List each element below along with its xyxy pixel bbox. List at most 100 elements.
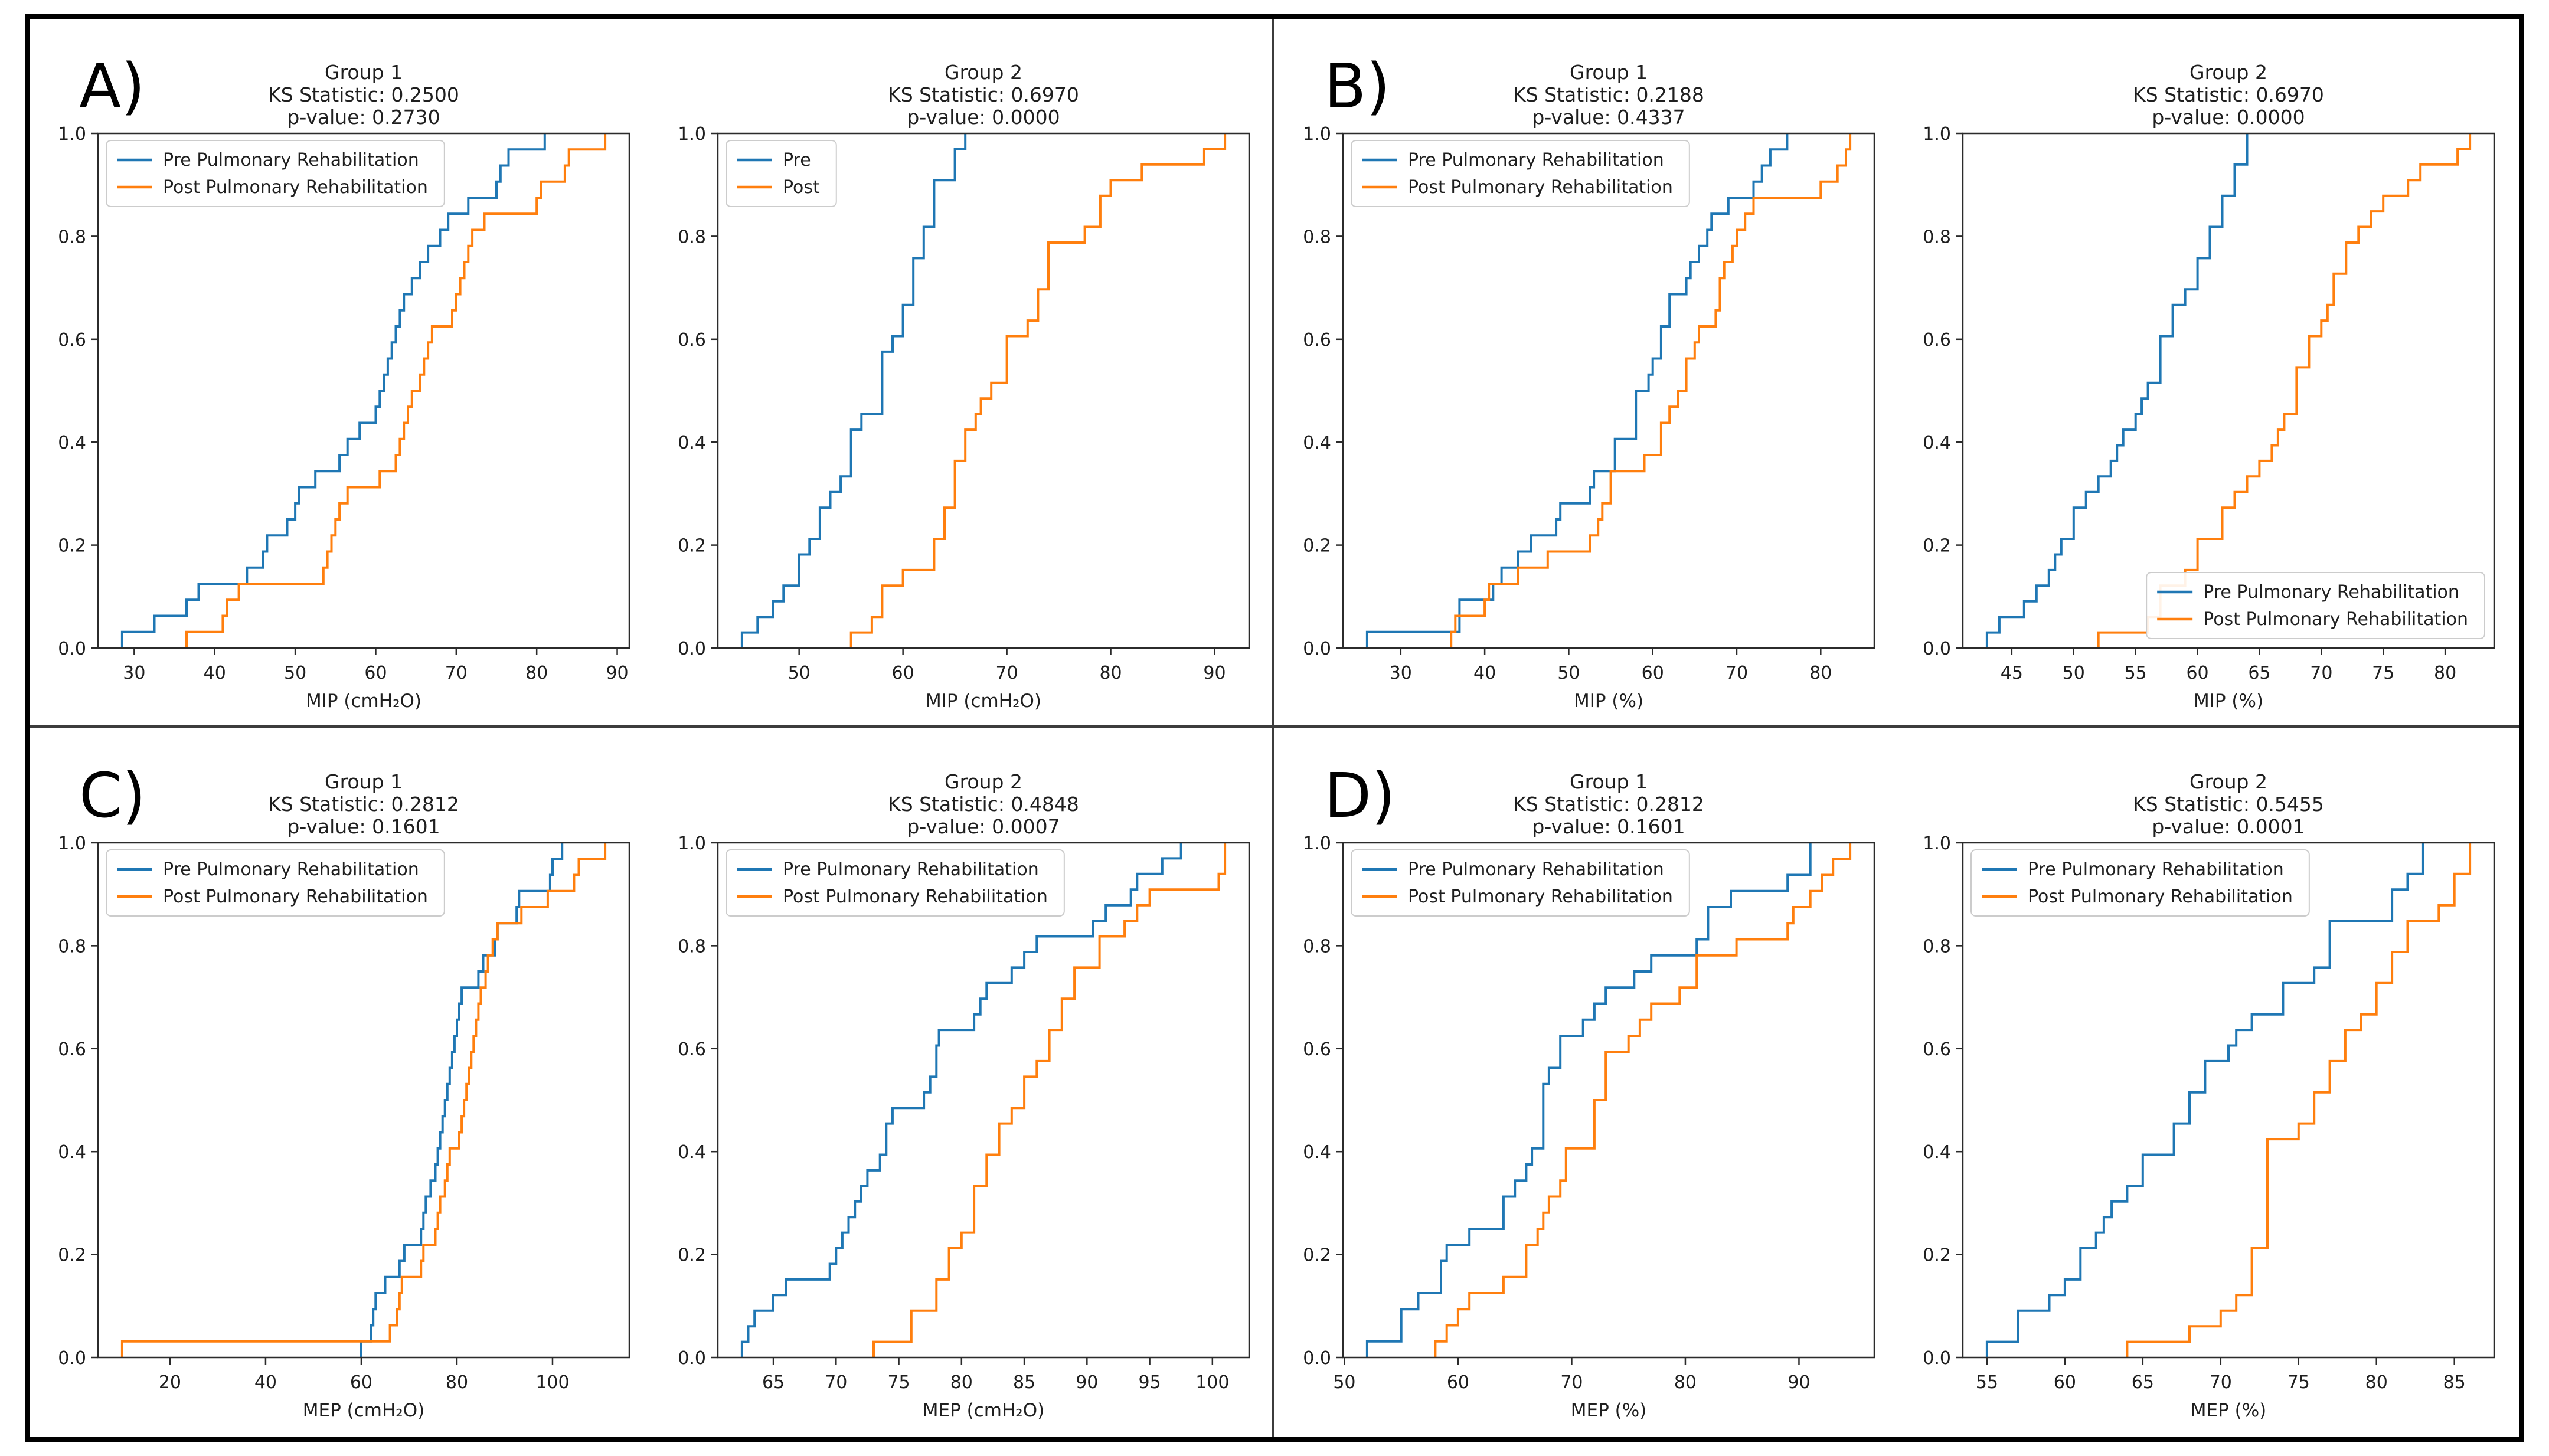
svg-text:80: 80 [1099, 663, 1122, 683]
post-ecdf-line [120, 842, 607, 1357]
axes: 45 50 55 60 65 70 75 80 0.0 0.2 0.4 0.6 0.8 1.0 [1923, 124, 2495, 683]
axes: 55 60 65 70 75 80 85 0.0 0.2 0.4 0.6 0.8 1.0 [1923, 833, 2495, 1393]
x-axis-label: MEP (cmH₂O) [923, 1400, 1044, 1421]
svg-text:KS Statistic: 0.4848: KS Statistic: 0.4848 [888, 793, 1079, 816]
legend-label: Post Pulmonary Rehabilitation [1408, 177, 1673, 198]
svg-text:0.8: 0.8 [678, 227, 706, 247]
pre-ecdf-line [1365, 842, 1812, 1357]
svg-text:KS Statistic: 0.6970: KS Statistic: 0.6970 [2133, 83, 2324, 106]
svg-text:0.8: 0.8 [1923, 936, 1951, 957]
legend-label: Post Pulmonary Rehabilitation [163, 177, 428, 198]
svg-text:0.2: 0.2 [1303, 536, 1331, 557]
svg-text:1.0: 1.0 [1923, 124, 1951, 145]
svg-text:0.0: 0.0 [58, 1348, 86, 1369]
svg-text:0.0: 0.0 [678, 1348, 706, 1369]
svg-text:80: 80 [2365, 1372, 2388, 1393]
legend-label: Pre Pulmonary Rehabilitation [163, 859, 419, 880]
pre-ecdf-line [1365, 133, 1789, 648]
svg-text:KS Statistic: 0.2812: KS Statistic: 0.2812 [268, 793, 459, 816]
svg-text:Group 2: Group 2 [2189, 61, 2267, 84]
svg-text:50: 50 [2063, 663, 2085, 683]
svg-text:0.2: 0.2 [678, 536, 706, 557]
svg-text:0.8: 0.8 [58, 936, 86, 957]
panel-d-group1-plot: Group 1 KS Statistic: 0.2812 p-value: 0.16… [1284, 754, 1886, 1427]
svg-text:60: 60 [1447, 1372, 1469, 1393]
svg-text:0.2: 0.2 [1923, 536, 1951, 557]
svg-text:85: 85 [1013, 1372, 1035, 1393]
svg-text:0.6: 0.6 [678, 1039, 706, 1059]
svg-text:0.6: 0.6 [58, 1039, 86, 1059]
post-ecdf-line [2097, 133, 2472, 648]
svg-text:75: 75 [887, 1372, 910, 1393]
svg-text:60: 60 [2054, 1372, 2076, 1393]
legend: Pre Post [726, 140, 837, 207]
svg-text:95: 95 [1138, 1372, 1161, 1393]
svg-text:0.4: 0.4 [1923, 1142, 1951, 1163]
pre-ecdf-line [1985, 133, 2249, 648]
svg-text:0.8: 0.8 [1303, 227, 1331, 247]
svg-text:70: 70 [1726, 663, 1748, 683]
svg-text:Group 2: Group 2 [945, 770, 1022, 793]
svg-text:60: 60 [1642, 663, 1664, 683]
svg-text:50: 50 [284, 663, 306, 683]
svg-text:55: 55 [2125, 663, 2147, 683]
panel-c-group1-plot: Group 1 KS Statistic: 0.2812 p-value: 0.16… [39, 754, 641, 1427]
svg-text:0.4: 0.4 [1303, 1142, 1331, 1163]
svg-text:Group 1: Group 1 [1570, 770, 1648, 793]
panel-b: B) Group 1 KS Statistic: 0.2188 p-value: 0… [1274, 19, 2519, 728]
svg-text:0.2: 0.2 [1303, 1245, 1331, 1265]
svg-text:0.6: 0.6 [1923, 1039, 1951, 1059]
svg-text:45: 45 [2001, 663, 2023, 683]
svg-text:1.0: 1.0 [58, 124, 86, 145]
axes: 30 40 50 60 70 80 90 0.0 0.2 0.4 0.6 0.8 1.0 [58, 124, 630, 683]
legend-label: Post Pulmonary Rehabilitation [2203, 609, 2468, 630]
legend-label: Pre Pulmonary Rehabilitation [1408, 859, 1664, 880]
svg-text:0.2: 0.2 [58, 1245, 86, 1265]
svg-text:30: 30 [123, 663, 145, 683]
pre-ecdf-line [740, 133, 967, 648]
svg-text:0.8: 0.8 [1923, 227, 1951, 247]
svg-text:0.8: 0.8 [678, 936, 706, 957]
svg-text:80: 80 [525, 663, 548, 683]
svg-text:p-value: 0.4337: p-value: 0.4337 [1532, 106, 1685, 129]
svg-text:0.0: 0.0 [1923, 639, 1951, 659]
svg-text:0.0: 0.0 [58, 639, 86, 659]
svg-text:1.0: 1.0 [58, 833, 86, 854]
svg-text:0.2: 0.2 [58, 536, 86, 557]
legend-label: Post Pulmonary Rehabilitation [163, 886, 428, 907]
svg-text:0.2: 0.2 [1923, 1245, 1951, 1265]
svg-text:75: 75 [2372, 663, 2394, 683]
svg-text:KS Statistic: 0.6970: KS Statistic: 0.6970 [888, 83, 1079, 106]
svg-text:0.6: 0.6 [678, 330, 706, 351]
panel-b-label: B) [1324, 50, 1390, 122]
svg-text:p-value: 0.2730: p-value: 0.2730 [287, 106, 440, 129]
figure-border: A) Group 1 KS Statistic: 0.2500 p-value: 0… [25, 14, 2524, 1442]
svg-text:1.0: 1.0 [678, 833, 706, 854]
svg-text:40: 40 [204, 663, 226, 683]
legend-label: Post Pulmonary Rehabilitation [2028, 886, 2293, 907]
svg-text:1.0: 1.0 [1923, 833, 1951, 854]
legend-label: Pre Pulmonary Rehabilitation [783, 859, 1039, 880]
svg-text:20: 20 [159, 1372, 181, 1393]
svg-text:p-value: 0.0001: p-value: 0.0001 [2152, 815, 2305, 838]
svg-text:KS Statistic: 0.2188: KS Statistic: 0.2188 [1513, 83, 1704, 106]
svg-text:0.4: 0.4 [58, 433, 86, 453]
axes: 65 70 75 80 85 90 95 100 0.0 0.2 0.4 0.6 0.8 1.0 [678, 833, 1250, 1393]
legend-label: Pre Pulmonary Rehabilitation [2028, 859, 2284, 880]
svg-text:KS Statistic: 0.2500: KS Statistic: 0.2500 [268, 83, 459, 106]
svg-text:Group 1: Group 1 [325, 61, 403, 84]
axes: 20 40 60 80 100 0.0 0.2 0.4 0.6 0.8 1.0 [58, 833, 630, 1393]
svg-text:70: 70 [995, 663, 1018, 683]
pre-ecdf-line [740, 842, 1182, 1357]
svg-text:100: 100 [535, 1372, 569, 1393]
svg-text:Group 1: Group 1 [325, 770, 403, 793]
